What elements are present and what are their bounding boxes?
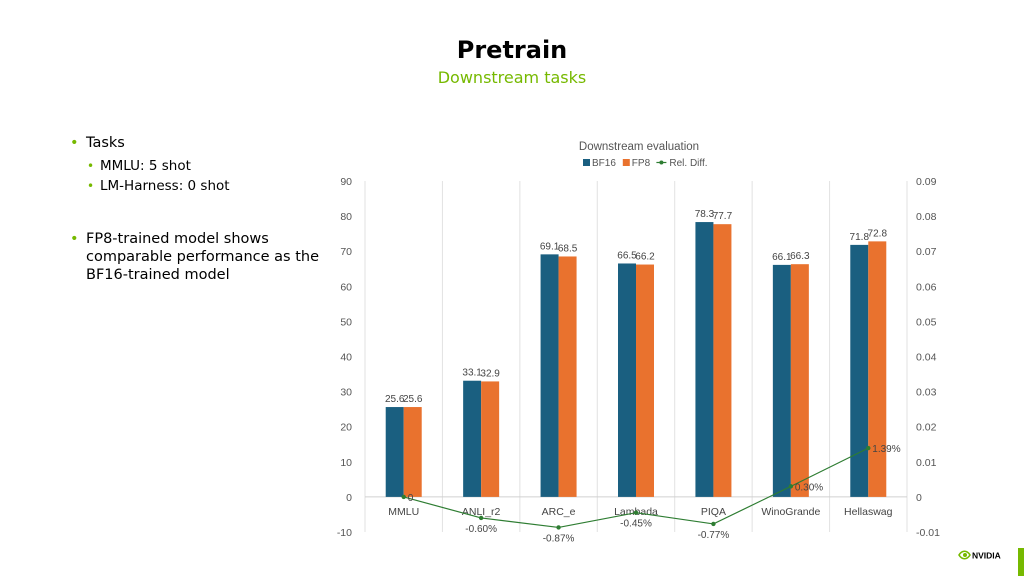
x-tick-label: Hellaswag [844,506,893,518]
bullet-mmlu: MMLU: 5 shot [70,156,340,176]
bar-bf16 [850,244,869,497]
bar-value-label: 32.9 [480,368,500,379]
y-right-tick-label: 0 [916,492,922,504]
rel-diff-point [866,445,871,451]
y-left-tick-label: 90 [340,176,352,188]
y-left-tick-label: 0 [346,492,352,504]
bar-fp8 [868,241,887,497]
bar-value-label: 69.1 [540,241,560,252]
corner-accent-bar [1018,548,1024,576]
y-left-tick-label: 20 [340,422,352,434]
y-right-tick-label: 0.07 [916,246,937,258]
bar-value-label: 72.8 [868,228,888,239]
y-right-tick-label: 0.05 [916,316,937,328]
rel-diff-label: -0.60% [465,524,497,535]
y-right-tick-label: 0.03 [916,387,937,399]
rel-diff-point [556,525,561,530]
bar-value-label: 77.7 [713,211,733,222]
x-tick-label: ARC_e [542,506,576,518]
y-left-tick-label: 10 [340,457,352,469]
bar-bf16 [772,264,791,497]
y-left-tick-label: 60 [340,281,352,293]
legend-marker-rel-diff [659,160,664,165]
bar-bf16 [618,263,636,497]
rel-diff-label: -0.77% [698,530,730,541]
bar-fp8 [558,256,577,497]
bar-value-label: 66.1 [772,252,792,263]
x-tick-label: WinoGrande [761,506,820,518]
y-right-tick-label: -0.01 [916,527,940,539]
bullet-tasks: Tasks [70,134,340,152]
bar-value-label: 25.6 [385,394,405,405]
rel-diff-label: 0.30% [795,482,823,493]
bar-value-label: 71.8 [850,232,870,243]
y-left-tick-label: 40 [340,352,352,364]
y-left-tick-label: 50 [340,316,352,328]
x-tick-label: PIQA [701,506,726,518]
rel-diff-point [711,521,716,527]
bar-value-label: 33.1 [462,368,482,379]
rel-diff-label: 0 [408,493,414,504]
rel-diff-label: -0.45% [620,519,652,530]
y-right-tick-label: 0.08 [916,211,937,223]
legend-swatch-bf16 [583,159,590,166]
legend-label-fp8: FP8 [632,158,651,169]
y-left-tick-label: -10 [337,527,352,539]
y-left-tick-label: 30 [340,387,352,399]
y-right-tick-label: 0.02 [916,422,937,434]
y-right-tick-label: 0.04 [916,352,937,364]
slide-subtitle: Downstream tasks [437,68,587,87]
bar-value-label: 68.5 [558,243,578,254]
bullet-conclusion: FP8-trained model shows comparable perfo… [70,230,340,284]
y-left-tick-label: 70 [340,246,352,258]
bar-value-label: 66.2 [635,252,655,263]
bullet-lm-harness: LM-Harness: 0 shot [70,176,340,196]
legend-label-bf16: BF16 [592,158,616,169]
y-right-tick-label: 0.01 [916,457,937,469]
bar-bf16 [463,380,482,497]
bullet-list: Tasks MMLU: 5 shot LM-Harness: 0 shot FP… [70,134,340,284]
rel-diff-point [478,515,484,521]
rel-diff-label: 1.39% [872,444,900,455]
rel-diff-point [633,510,639,515]
bar-bf16 [695,222,714,497]
bar-fp8 [713,224,732,497]
chart-title: Downstream evaluation [579,141,699,153]
y-right-tick-label: 0.09 [916,176,937,188]
x-tick-label: MMLU [388,506,419,518]
bar-bf16 [540,254,559,497]
y-left-tick-label: 80 [340,211,352,223]
nvidia-logo: NVIDIA [958,550,1001,561]
y-right-tick-label: 0.06 [916,281,937,293]
bar-fp8 [790,264,809,497]
bar-value-label: 78.3 [695,209,715,220]
bar-fp8 [636,264,654,497]
bar-fp8 [403,407,422,497]
bar-value-label: 66.5 [617,250,637,261]
bar-value-label: 25.6 [403,394,423,405]
bar-fp8 [481,381,500,497]
nvidia-eye-icon [958,550,971,560]
nvidia-logo-text: NVIDIA [972,551,1001,561]
bar-value-label: 66.3 [790,251,810,262]
legend-swatch-fp8 [622,159,630,166]
rel-diff-point [401,494,406,500]
legend-label-rel-diff: Rel. Diff. [669,158,707,169]
rel-diff-point [788,484,794,489]
bar-bf16 [385,407,404,497]
slide-title: Pretrain [456,36,568,64]
rel-diff-label: -0.87% [543,533,575,544]
